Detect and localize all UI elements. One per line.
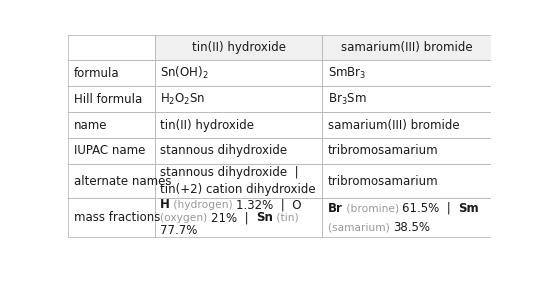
- Text: 1.32%  |  O: 1.32% | O: [236, 198, 301, 211]
- Text: IUPAC name: IUPAC name: [74, 144, 145, 157]
- Text: tin(II) hydroxide: tin(II) hydroxide: [191, 41, 286, 54]
- Text: tribromosamarium: tribromosamarium: [328, 175, 439, 188]
- Text: 61.5%  |: 61.5% |: [402, 201, 458, 214]
- Bar: [68, 112, 155, 138]
- Bar: [68, 138, 155, 164]
- Bar: [155, 112, 323, 138]
- Bar: [155, 138, 323, 164]
- Text: 77.7%: 77.7%: [160, 224, 198, 237]
- Bar: [68, 164, 155, 198]
- Text: name: name: [74, 119, 107, 132]
- Text: H: H: [160, 198, 170, 211]
- Text: 21%  |: 21% |: [211, 211, 256, 224]
- Text: stannous dihydroxide  |
tin(+2) cation dihydroxide: stannous dihydroxide | tin(+2) cation di…: [160, 166, 316, 196]
- Bar: [323, 86, 490, 112]
- Text: Sn: Sn: [256, 211, 273, 224]
- Text: (bromine): (bromine): [343, 203, 402, 213]
- Bar: [323, 138, 490, 164]
- Text: alternate names: alternate names: [74, 175, 171, 188]
- Text: (samarium): (samarium): [328, 222, 393, 232]
- Text: (hydrogen): (hydrogen): [170, 200, 236, 210]
- Bar: [323, 198, 490, 237]
- Bar: [323, 60, 490, 86]
- Text: stannous dihydroxide: stannous dihydroxide: [160, 144, 287, 157]
- Bar: [323, 35, 490, 60]
- Text: Hill formula: Hill formula: [74, 93, 142, 106]
- Text: formula: formula: [74, 67, 119, 80]
- Bar: [155, 60, 323, 86]
- Bar: [323, 164, 490, 198]
- Text: Sm: Sm: [458, 201, 479, 214]
- Text: samarium(III) bromide: samarium(III) bromide: [341, 41, 473, 54]
- Bar: [323, 112, 490, 138]
- Text: Br: Br: [328, 201, 343, 214]
- Text: (oxygen): (oxygen): [160, 212, 211, 223]
- Text: Br$_3$Sm: Br$_3$Sm: [328, 92, 366, 107]
- Bar: [68, 60, 155, 86]
- Bar: [155, 35, 323, 60]
- Text: 38.5%: 38.5%: [393, 221, 430, 234]
- Bar: [68, 198, 155, 237]
- Text: tin(II) hydroxide: tin(II) hydroxide: [160, 119, 254, 132]
- Bar: [155, 86, 323, 112]
- Text: (tin): (tin): [273, 212, 299, 223]
- Text: tribromosamarium: tribromosamarium: [328, 144, 439, 157]
- Text: Sn(OH)$_2$: Sn(OH)$_2$: [160, 65, 209, 81]
- Text: SmBr$_3$: SmBr$_3$: [328, 66, 366, 81]
- Text: samarium(III) bromide: samarium(III) bromide: [328, 119, 459, 132]
- Bar: [68, 35, 155, 60]
- Bar: [68, 86, 155, 112]
- Text: mass fractions: mass fractions: [74, 211, 160, 224]
- Text: H$_2$O$_2$Sn: H$_2$O$_2$Sn: [160, 92, 205, 107]
- Bar: [155, 164, 323, 198]
- Bar: [155, 198, 323, 237]
